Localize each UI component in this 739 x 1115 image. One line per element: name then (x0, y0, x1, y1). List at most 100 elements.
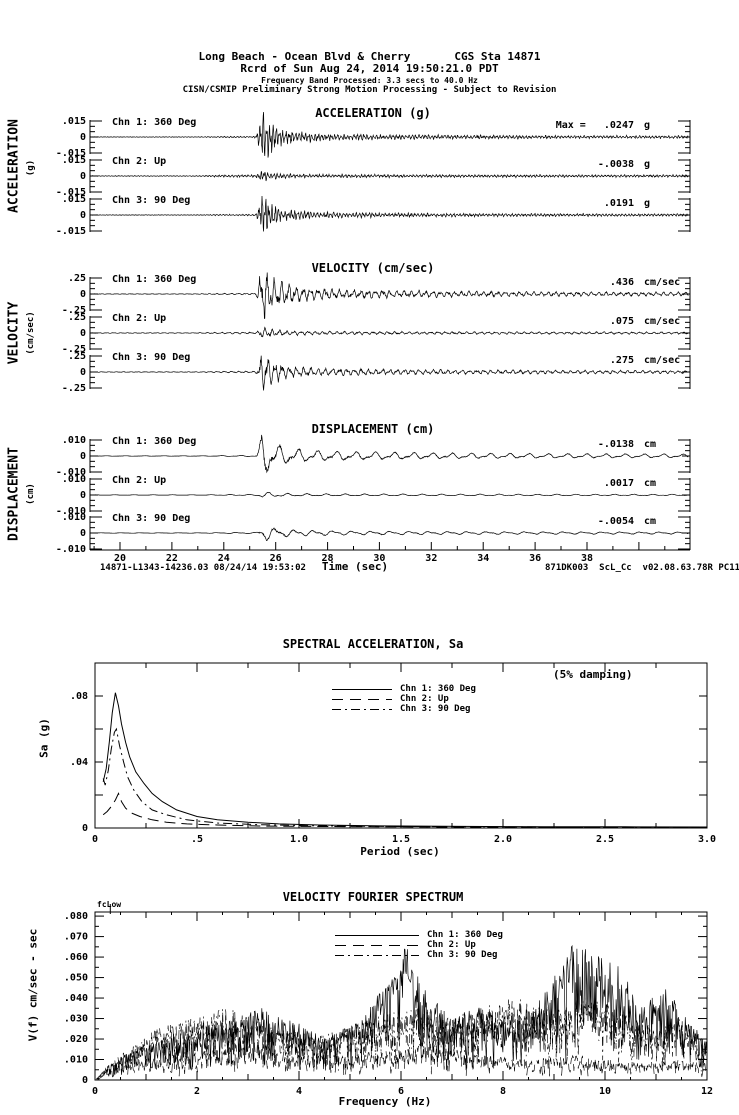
max-value: .0017 (603, 478, 634, 489)
y-tick-label: .010 (62, 512, 86, 523)
max-unit: cm (644, 439, 657, 450)
max-annotation: .0017 cm (400, 478, 690, 489)
y-tick-label: -.25 (62, 305, 86, 316)
max-annotation: .275 cm/sec (400, 355, 690, 366)
frequency-tick-label: 4 (296, 1086, 302, 1097)
station-line: Long Beach - Ocean Blvd & Cherry CGS Sta … (0, 51, 739, 62)
vf-tick-label: .040 (64, 993, 88, 1004)
fourier-spectrum-title: VELOCITY FOURIER SPECTRUM (282, 890, 464, 904)
velocity-axis-label: VELOCITY (6, 301, 22, 365)
y-tick-label: .010 (62, 435, 86, 446)
station-id: CGS Sta 14871 (454, 50, 541, 63)
displacement-axis-unit: (cm) (26, 483, 36, 505)
max-annotation: Max = .0247 g (400, 120, 690, 131)
vf-tick-label: .030 (64, 1014, 88, 1025)
y-tick-label: -.015 (56, 226, 86, 237)
time-tick-label: 28 (322, 553, 334, 564)
y-tick-label: .015 (62, 116, 86, 127)
frequency-band-line: Frequency Band Processed: 3.3 secs to 40… (261, 76, 478, 85)
y-tick-label: 0 (80, 528, 86, 539)
acceleration-axis-unit: (g) (26, 159, 36, 177)
y-tick-label: .25 (68, 312, 86, 323)
max-annotation: .075 cm/sec (400, 316, 690, 327)
time-tick-label: 34 (477, 553, 489, 564)
period-tick-label: 0 (92, 834, 98, 845)
y-tick-label: -.010 (56, 544, 86, 555)
fourier-legend-label-chn1: Chn 1: 360 Deg (427, 930, 503, 940)
max-unit: g (644, 120, 651, 131)
sa-legend: Chn 1: 360 Deg Chn 2: Up Chn 3: 90 Deg (332, 684, 476, 714)
report-header: Long Beach - Ocean Blvd & Cherry CGS Sta … (0, 51, 739, 95)
vf-tick-label: .080 (64, 911, 88, 922)
channel-label: Chn 2: Up (112, 156, 167, 167)
y-tick-label: 0 (80, 451, 86, 462)
sa-tick-label: .08 (70, 691, 88, 702)
frequency-tick-label: 2 (194, 1086, 200, 1097)
vf-tick-label: .010 (64, 1055, 88, 1066)
channel-label: Chn 1: 360 Deg (112, 274, 197, 285)
time-tick-label: 36 (529, 553, 541, 564)
max-unit: g (644, 198, 651, 209)
sa-axis-label: Sa (g) (37, 718, 51, 758)
damping-note: (5% damping) (553, 668, 633, 681)
max-unit: cm (644, 478, 657, 489)
y-tick-label: -.010 (56, 506, 86, 517)
acceleration-axis-label: ACCELERATION (6, 119, 22, 213)
vf-tick-label: .050 (64, 973, 88, 984)
channel-label: Chn 3: 90 Deg (112, 513, 191, 524)
period-tick-label: .5 (191, 834, 203, 845)
fourier-legend-row-chn3: Chn 3: 90 Deg (335, 950, 503, 960)
solid-line-swatch (335, 934, 419, 936)
max-value: .275 (609, 355, 634, 366)
max-unit: cm/sec (644, 355, 681, 366)
time-tick-label: 24 (218, 553, 230, 564)
max-annotation: -.0038 g (400, 159, 690, 170)
sa-legend-label-chn1: Chn 1: 360 Deg (400, 684, 476, 694)
max-value: Max = .0247 (555, 120, 634, 131)
y-tick-label: -.015 (56, 187, 86, 198)
vf-tick-label: 0 (82, 1075, 88, 1086)
dashed-line-swatch (332, 698, 392, 700)
max-unit: cm/sec (644, 316, 681, 327)
period-tick-label: 2.0 (494, 834, 512, 845)
y-tick-label: 0 (80, 367, 86, 378)
y-tick-label: .010 (62, 474, 86, 485)
period-tick-label: 3.0 (698, 834, 716, 845)
frequency-axis-label: Frequency (Hz) (338, 1095, 432, 1108)
max-value: -.0138 (597, 439, 634, 450)
max-annotation: -.0138 cm (400, 439, 690, 450)
max-unit: cm/sec (644, 277, 681, 288)
fourier-legend-label-chn3: Chn 3: 90 Deg (427, 950, 498, 960)
y-tick-label: .015 (62, 194, 86, 205)
sa-legend-row-chn1: Chn 1: 360 Deg (332, 684, 476, 694)
sa-tick-label: .04 (70, 757, 88, 768)
fourier-legend-row-chn2: Chn 2: Up (335, 940, 503, 950)
frequency-tick-label: 12 (701, 1086, 713, 1097)
max-value: -.0038 (597, 159, 634, 170)
station-location: Long Beach - Ocean Blvd & Cherry (198, 50, 411, 63)
period-tick-label: 1.5 (392, 834, 410, 845)
fourier-legend-label-chn2: Chn 2: Up (427, 940, 476, 950)
y-tick-label: 0 (80, 210, 86, 221)
max-value: .075 (609, 316, 634, 327)
velocity-axis-unit: (cm/sec) (26, 311, 36, 355)
vf-tick-label: .070 (64, 932, 88, 943)
processing-version-stamp: 871DK003 ScL_Cc v02.08.63.78R PC11 (545, 563, 739, 573)
channel-label: Chn 2: Up (112, 313, 167, 324)
y-tick-label: 0 (80, 490, 86, 501)
channel-label: Chn 3: 90 Deg (112, 352, 191, 363)
y-tick-label: -.25 (62, 383, 86, 394)
frequency-tick-label: 0 (92, 1086, 98, 1097)
y-tick-label: .25 (68, 273, 86, 284)
period-axis-label: Period (sec) (360, 845, 440, 858)
sa-tick-label: 0 (82, 823, 88, 834)
max-annotation: .0191 g (400, 198, 690, 209)
dashdot-line-swatch (335, 954, 419, 956)
time-tick-label: 30 (373, 553, 385, 564)
max-value: -.0054 (597, 516, 634, 527)
sa-legend-label-chn2: Chn 2: Up (400, 694, 449, 704)
max-value: .436 (609, 277, 634, 288)
y-tick-label: 0 (80, 289, 86, 300)
sa-legend-label-chn3: Chn 3: 90 Deg (400, 704, 471, 714)
